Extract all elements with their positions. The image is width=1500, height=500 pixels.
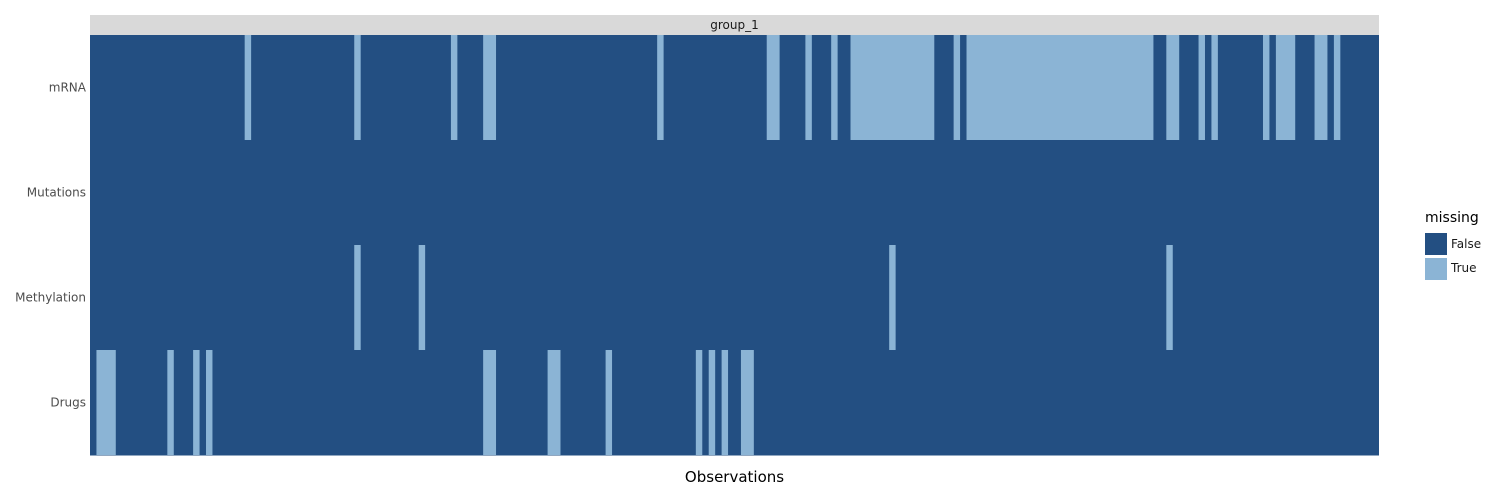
missing-cell-mrna <box>966 35 1154 140</box>
legend-swatch-false <box>1425 233 1447 255</box>
missing-cell-mrna <box>483 35 497 140</box>
legend-label-false: False <box>1451 237 1481 251</box>
missing-cell-mrna <box>1166 35 1180 140</box>
legend-swatch-true <box>1425 258 1447 280</box>
missing-cell-mrna <box>1262 35 1270 140</box>
missing-cell-drugs <box>96 350 116 455</box>
legend-title: missing <box>1425 210 1479 226</box>
y-tick-label-mrna: mRNA <box>49 81 87 95</box>
missing-cell-drugs <box>193 350 200 455</box>
missing-cell-mrna <box>657 35 664 140</box>
legend-label-true: True <box>1450 261 1477 275</box>
missing-cell-drugs <box>547 350 561 455</box>
missing-cell-mrna <box>450 35 458 140</box>
missing-cell-drugs <box>721 350 729 455</box>
facet-strip <box>90 15 1379 35</box>
missing-cell-mrna <box>766 35 780 140</box>
missing-cell-mrna <box>1211 35 1218 140</box>
y-tick-label-methylation: Methylation <box>15 291 86 305</box>
legend: missing False True <box>1425 210 1481 280</box>
heatmap-row-mrna <box>90 35 1379 141</box>
y-tick-labels: mRNA Mutations Methylation Drugs <box>15 81 87 410</box>
missing-cell-methylation <box>354 245 361 350</box>
y-tick-label-drugs: Drugs <box>50 396 86 410</box>
missing-cell-methylation <box>1166 245 1173 350</box>
missing-cell-mrna <box>831 35 838 140</box>
missing-cell-mrna <box>850 35 935 140</box>
heatmap-row-mutations <box>90 140 1379 246</box>
missing-cell-mrna <box>805 35 812 140</box>
missing-cell-drugs <box>740 350 754 455</box>
missing-cell-drugs <box>206 350 213 455</box>
missing-cell-mrna <box>1314 35 1328 140</box>
missing-cell-drugs <box>167 350 174 455</box>
missing-cell-drugs <box>605 350 613 455</box>
y-tick-label-mutations: Mutations <box>27 186 86 200</box>
heatmap-cells <box>90 35 1379 456</box>
x-axis-title: Observations <box>685 468 784 486</box>
missing-cell-methylation <box>418 245 426 350</box>
heatmap-row-methylation <box>90 245 1379 351</box>
missing-cell-drugs <box>483 350 497 455</box>
missing-cell-methylation <box>889 245 896 350</box>
missing-cell-mrna <box>1198 35 1205 140</box>
missing-cell-mrna <box>953 35 961 140</box>
missing-cell-mrna <box>1275 35 1296 140</box>
missing-cell-drugs <box>708 350 716 455</box>
facet-strip-label: group_1 <box>710 18 759 32</box>
missing-cell-mrna <box>1333 35 1341 140</box>
missing-cell-mrna <box>244 35 252 140</box>
heatmap-row-drugs <box>90 350 1379 456</box>
missing-cell-drugs <box>695 350 703 455</box>
missing-cell-mrna <box>354 35 361 140</box>
